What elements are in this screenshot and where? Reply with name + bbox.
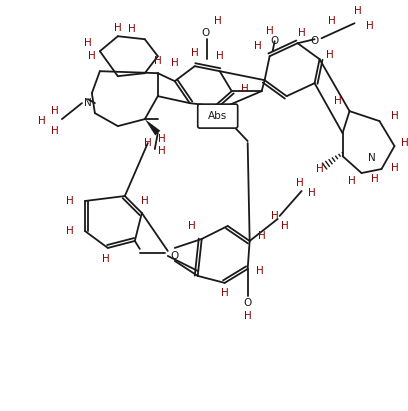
Text: H: H: [88, 51, 96, 61]
Text: H: H: [348, 176, 355, 186]
Text: H: H: [66, 226, 74, 236]
Text: H: H: [241, 84, 248, 94]
Text: H: H: [128, 24, 136, 34]
Text: H: H: [188, 221, 195, 231]
Text: Abs: Abs: [208, 111, 227, 121]
Text: O: O: [202, 28, 210, 38]
Text: O: O: [244, 298, 252, 308]
Text: H: H: [281, 221, 288, 231]
Text: H: H: [326, 50, 333, 60]
Text: H: H: [298, 28, 306, 38]
Polygon shape: [145, 119, 160, 136]
Text: H: H: [216, 51, 224, 61]
Text: H: H: [316, 164, 324, 174]
Text: N: N: [368, 153, 375, 163]
Text: H: H: [401, 138, 408, 148]
Text: H: H: [366, 21, 373, 31]
Text: H: H: [390, 163, 398, 173]
Text: H: H: [102, 254, 110, 264]
Text: H: H: [214, 16, 222, 26]
Text: H: H: [266, 26, 273, 36]
Text: H: H: [296, 178, 304, 188]
Text: H: H: [354, 6, 361, 16]
Text: N: N: [84, 98, 92, 108]
Text: H: H: [256, 266, 264, 276]
Text: H: H: [141, 196, 149, 206]
Text: H: H: [154, 56, 162, 66]
Text: H: H: [51, 106, 59, 116]
Text: H: H: [258, 231, 266, 241]
Text: H: H: [308, 188, 315, 198]
Text: H: H: [171, 58, 179, 68]
Text: H: H: [158, 146, 166, 156]
Text: H: H: [221, 288, 228, 298]
Text: H: H: [271, 211, 279, 221]
Text: H: H: [244, 311, 252, 321]
Text: H: H: [390, 111, 398, 121]
Text: H: H: [114, 23, 122, 33]
Text: H: H: [254, 41, 262, 51]
Text: H: H: [66, 196, 74, 206]
Text: H: H: [158, 134, 166, 144]
Text: H: H: [38, 116, 46, 126]
Text: O: O: [310, 36, 319, 46]
Text: O: O: [171, 251, 179, 261]
Text: H: H: [328, 16, 335, 26]
Text: H: H: [334, 96, 341, 106]
Text: H: H: [51, 126, 59, 136]
Text: H: H: [84, 38, 92, 48]
Text: H: H: [370, 174, 378, 184]
Text: H: H: [191, 48, 199, 58]
FancyBboxPatch shape: [198, 104, 238, 128]
Text: O: O: [271, 36, 279, 46]
Text: H: H: [144, 138, 152, 148]
